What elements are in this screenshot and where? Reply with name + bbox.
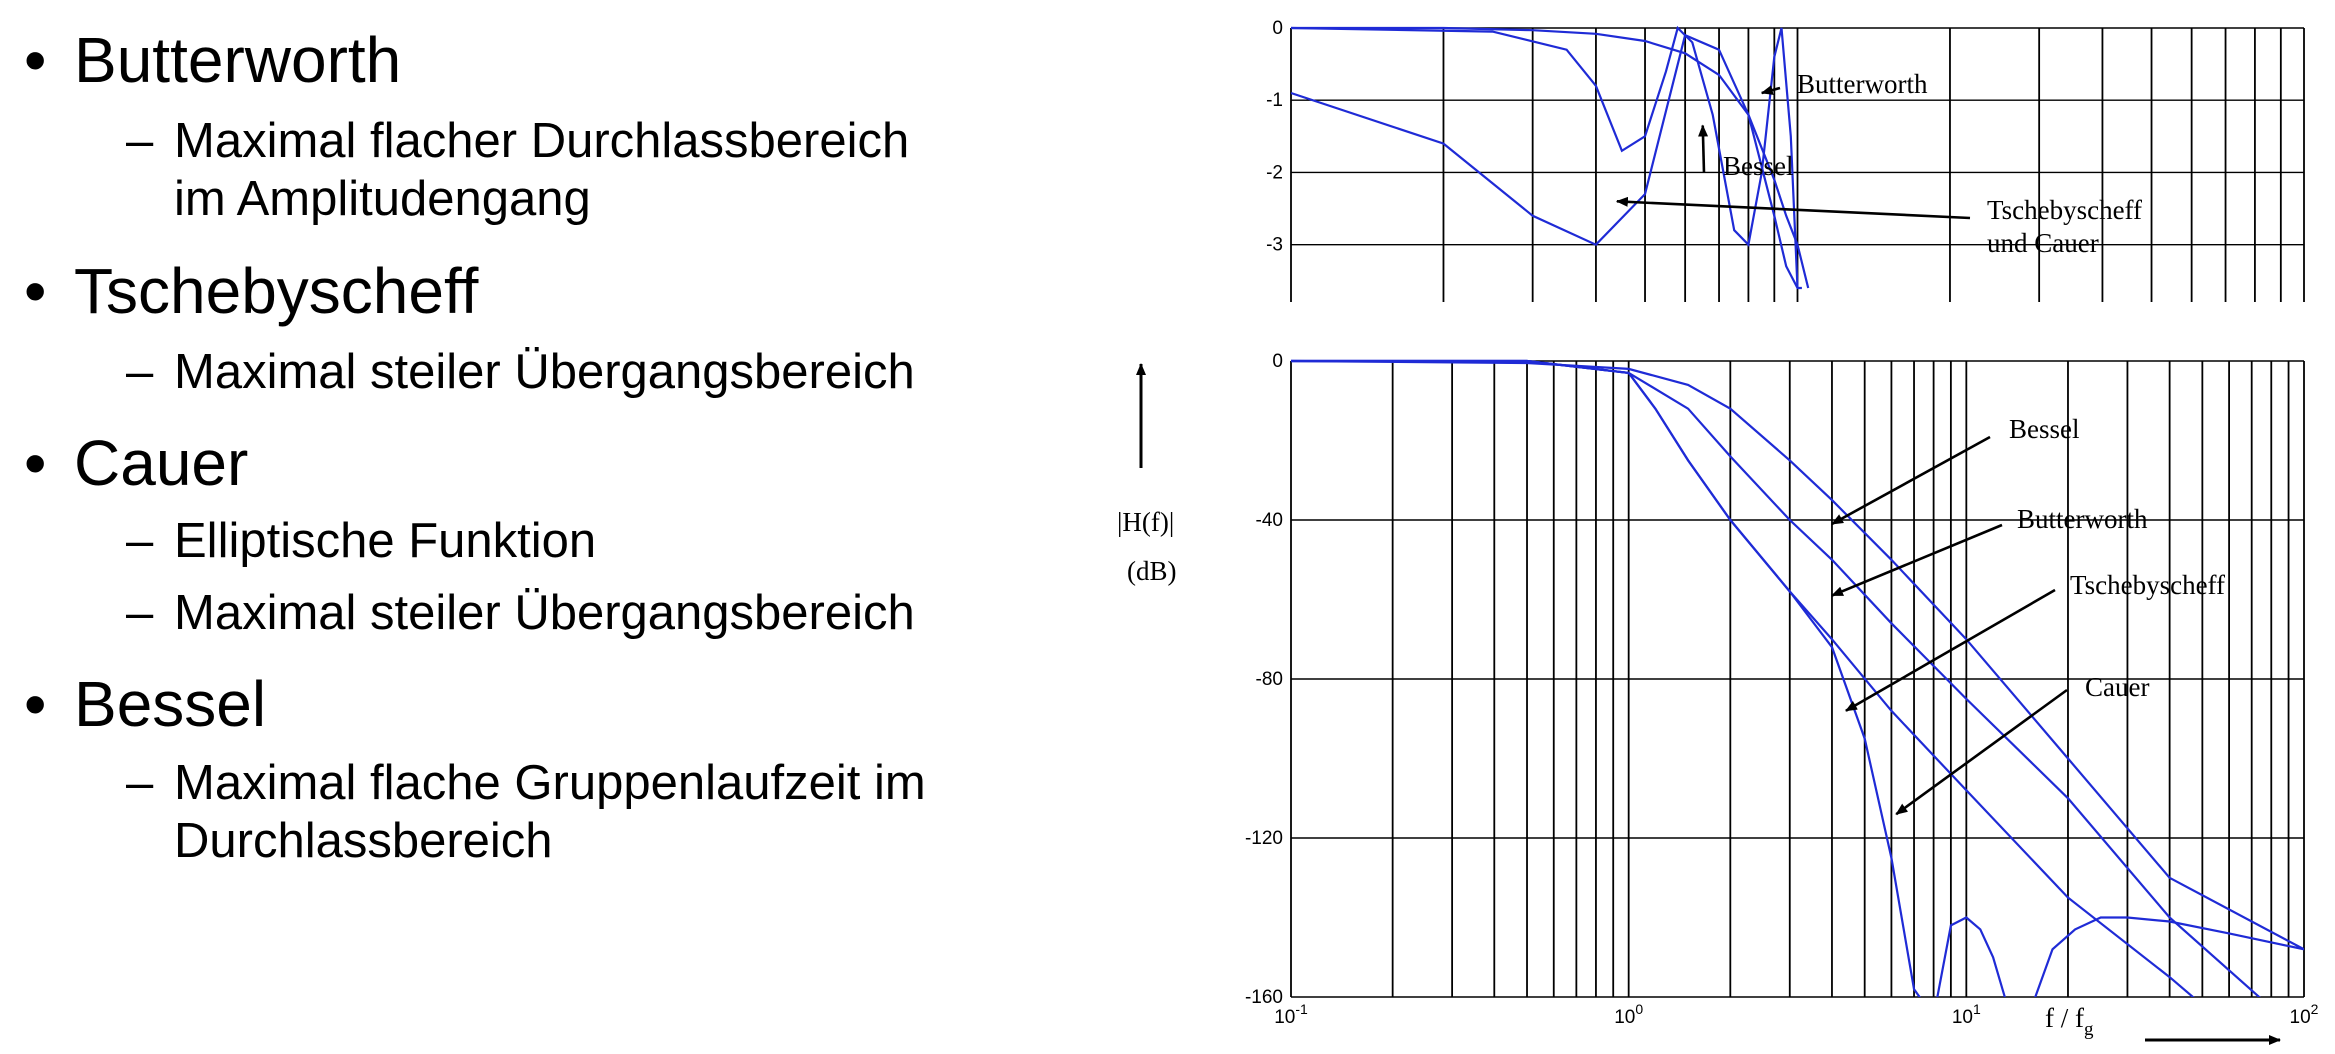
dash: –: [126, 345, 154, 399]
annotation-label: Tschebyscheff: [2070, 570, 2225, 600]
bullet-title: Tschebyscheff: [74, 255, 479, 327]
bullet-dot: •: [24, 255, 47, 327]
sub-bullet: – Maximal flacher Durchlassbereich im Amp…: [126, 112, 909, 228]
annotation-label: Cauer: [2085, 672, 2149, 702]
y-tick-label: 0: [1272, 18, 1283, 39]
bullet-bessel: • Bessel: [24, 668, 266, 740]
series-tschebyscheff-line: [1291, 359, 2195, 997]
annotation-label: Tschebyscheff: [1987, 195, 2142, 225]
bullet-title: Butterworth: [74, 24, 402, 96]
annotation-arrow: [1698, 124, 1709, 174]
dash: –: [126, 586, 154, 640]
annotation-arrow: [1895, 688, 2068, 816]
annotation-label: Bessel: [2009, 414, 2080, 444]
annotation-arrow: [1845, 588, 2056, 712]
y-tick-label: -2: [1266, 162, 1283, 183]
y-axis-unit: (dB): [1127, 556, 1177, 586]
annotation-arrow: [1760, 85, 1781, 95]
bullet-dot: •: [24, 427, 47, 499]
filter-response-chart: 0-1-2-3ButterworthBesselTschebyscheffund…: [1117, 18, 2319, 1045]
annotation-arrow: [1831, 435, 1991, 526]
dash: –: [126, 514, 154, 568]
series-bessel-line: [1291, 33, 1802, 290]
annotation-label: und Cauer: [1987, 228, 2099, 258]
bullet-cauer: • Cauer: [24, 427, 248, 499]
dash: –: [126, 114, 154, 168]
annotation-arrow: [1615, 196, 1971, 220]
sub-bullet: – Elliptische Funktion: [126, 512, 596, 570]
y-tick-label: -160: [1245, 987, 1283, 1008]
y-tick-label: -40: [1256, 510, 1283, 531]
y-tick-label: 0: [1272, 351, 1283, 372]
x-tick-label: 10-1: [1274, 1001, 1308, 1028]
x-axis-label: f / fg: [2045, 1003, 2094, 1040]
annotation-label: Butterworth: [2017, 504, 2148, 534]
x-tick-label: 101: [1952, 1001, 1981, 1028]
bullet-list: • Butterworth – Maximal flacher Durchlassb…: [0, 0, 1110, 1054]
series-tschebyscheff-line: [1291, 25, 1799, 289]
series-butterworth-line: [1291, 359, 2261, 997]
sub-bullet-text: Maximal flacher Durchlassbereich im Ampl…: [174, 114, 910, 226]
annotation-label: Bessel: [1723, 151, 1794, 181]
annotation-arrow: [1831, 523, 2003, 597]
y-axis-label: |H(f)|: [1117, 507, 1174, 537]
sub-bullet: – Maximal steiler Übergangsbereich: [126, 584, 915, 642]
dash: –: [126, 756, 154, 810]
y-tick-label: -1: [1266, 90, 1283, 111]
bullet-title: Bessel: [74, 668, 267, 740]
sub-bullet-text: Elliptische Funktion: [174, 514, 597, 568]
sub-bullet-text: Maximal flache Gruppenlaufzeit im Durchl…: [174, 756, 926, 868]
bullet-tschebyscheff: • Tschebyscheff: [24, 255, 478, 327]
bullet-dot: •: [24, 668, 47, 740]
sub-bullet-text: Maximal steiler Übergangsbereich: [174, 586, 915, 640]
y-tick-label: -80: [1256, 669, 1283, 690]
series-butterworth-line: [1291, 26, 1810, 289]
y-tick-label: -3: [1266, 235, 1283, 256]
series-bessel-line: [1291, 359, 2304, 951]
x-tick-label: 100: [1614, 1001, 1643, 1028]
x-tick-label: 102: [2290, 1001, 2319, 1028]
bullet-title: Cauer: [74, 427, 249, 499]
series-cauer-line: [1291, 359, 2304, 997]
passband-detail-plot: 0 -1 -2 -3 Butterworth Bessel Tschebyscheffund…: [1266, 18, 2305, 302]
sub-bullet: – Maximal flache Gruppenlaufzeit im Durch…: [126, 754, 926, 870]
bullet-butterworth: • Butterworth: [24, 24, 401, 96]
annotation-label: Butterworth: [1797, 69, 1928, 99]
sub-bullet: – Maximal steiler Übergangsbereich: [126, 343, 915, 401]
y-tick-label: -120: [1245, 828, 1283, 849]
bullet-dot: •: [24, 24, 47, 96]
sub-bullet-text: Maximal steiler Übergangsbereich: [174, 345, 915, 399]
